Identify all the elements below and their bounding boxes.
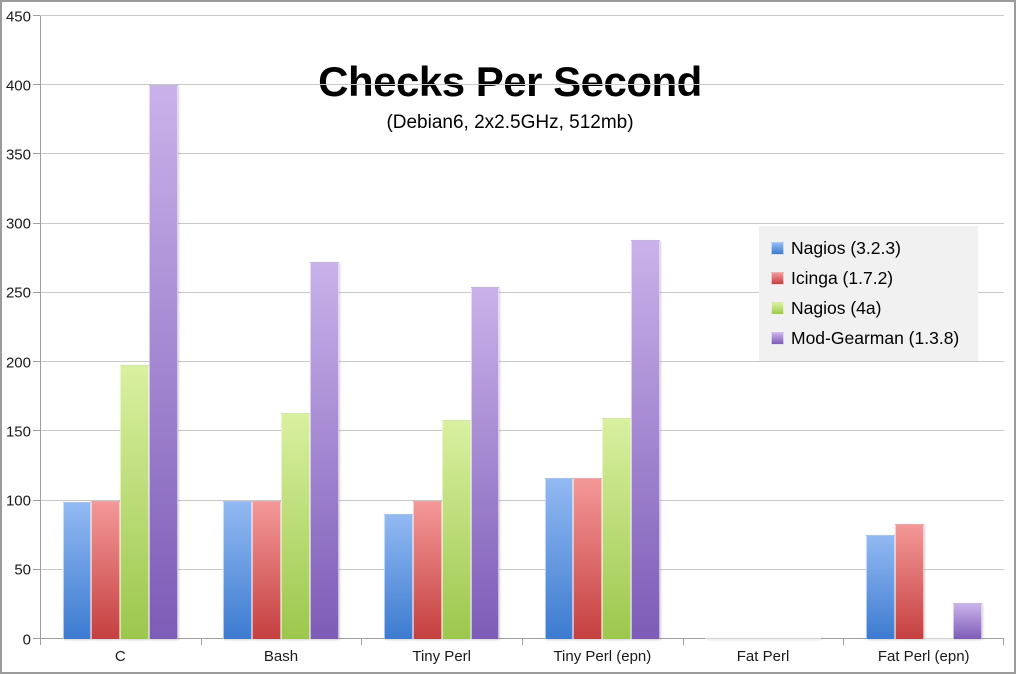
y-axis-line xyxy=(40,16,41,645)
gridline-150 xyxy=(40,430,1004,432)
gridline-50 xyxy=(40,568,1004,570)
y-axis-label-0: 0 xyxy=(22,631,31,648)
legend-label: Nagios (3.2.3) xyxy=(791,237,901,258)
y-tick-300 xyxy=(33,222,40,224)
bar-nagios-4a--tiny-perl xyxy=(441,420,471,639)
y-tick-450 xyxy=(33,15,40,16)
bar-mod-gearman-1-3-8--tiny-perl-epn- xyxy=(631,240,661,639)
x-tick-5 xyxy=(843,639,845,645)
legend-label: Mod-Gearman (1.3.8) xyxy=(791,327,960,348)
bar-group-tiny-perl xyxy=(361,16,522,639)
y-tick-200 xyxy=(33,361,40,363)
y-tick-50 xyxy=(33,568,40,570)
gridline-350 xyxy=(40,153,1004,155)
gridline-300 xyxy=(40,222,1004,224)
bar-group-tiny-perl-epn- xyxy=(522,16,683,639)
legend-swatch-icon xyxy=(771,301,784,315)
y-axis-label-450: 450 xyxy=(5,8,31,25)
bar-groups xyxy=(40,16,1004,639)
x-tick-0 xyxy=(40,639,41,645)
y-axis-label-100: 100 xyxy=(5,492,31,510)
bar-nagios-3-2-3--fat-perl xyxy=(705,637,735,639)
y-tick-400 xyxy=(33,84,40,86)
bar-group-fat-perl xyxy=(683,16,844,639)
gridline-100 xyxy=(40,499,1004,501)
bar-nagios-4a--tiny-perl-epn- xyxy=(602,417,632,639)
legend-item-mod-gearman-1-3-8-: Mod-Gearman (1.3.8) xyxy=(759,323,978,353)
y-axis-label-350: 350 xyxy=(5,146,31,164)
x-tick-6 xyxy=(1003,639,1004,645)
bar-nagios-3-2-3--fat-perl-epn- xyxy=(865,535,895,639)
bar-icinga-1-7-2--fat-perl-epn- xyxy=(894,524,924,639)
gridline-200 xyxy=(40,361,1004,363)
y-tick-150 xyxy=(33,430,40,432)
legend-label: Nagios (4a) xyxy=(791,297,882,318)
x-axis-label-fat-perl: Fat Perl xyxy=(736,648,790,665)
x-tick-4 xyxy=(682,639,684,645)
bar-nagios-3-2-3--tiny-perl-epn- xyxy=(544,478,574,639)
x-tick-2 xyxy=(361,639,363,645)
bar-group-fat-perl-epn- xyxy=(843,16,1004,639)
bar-nagios-4a--fat-perl-epn- xyxy=(923,637,953,639)
bar-nagios-3-2-3--bash xyxy=(223,500,253,639)
y-tick-100 xyxy=(33,499,40,501)
gridline-450 xyxy=(40,15,1004,16)
x-axis-label-fat-perl-epn-: Fat Perl (epn) xyxy=(877,648,970,665)
bar-icinga-1-7-2--bash xyxy=(252,500,281,639)
bar-mod-gearman-1-3-8--bash xyxy=(309,262,339,639)
x-axis-label-c: C xyxy=(114,648,126,665)
bar-mod-gearman-1-3-8--tiny-perl xyxy=(470,287,500,639)
bar-nagios-3-2-3--tiny-perl xyxy=(383,514,413,639)
legend-item-nagios-3-2-3-: Nagios (3.2.3) xyxy=(759,233,978,263)
bar-mod-gearman-1-3-8--fat-perl-epn- xyxy=(952,603,982,639)
legend-swatch-icon xyxy=(771,241,784,255)
bar-icinga-1-7-2--tiny-perl xyxy=(412,500,442,639)
y-tick-350 xyxy=(33,153,40,155)
x-axis-labels: C Bash Tiny Perl Tiny Perl (epn) Fat Perl Fat… xyxy=(40,648,1004,665)
bar-group-c xyxy=(40,16,201,639)
y-tick-0 xyxy=(33,638,40,639)
x-axis-label-tiny-perl: Tiny Perl xyxy=(412,648,471,665)
x-axis-label-bash: Bash xyxy=(263,648,299,665)
plot-area: 0 50 100 150 200 250 300 350 400 450 C Bash Tiny Pe… xyxy=(6,8,1004,665)
bar-icinga-1-7-2--fat-perl xyxy=(734,637,764,639)
x-tick-1 xyxy=(200,639,202,645)
bar-nagios-4a--fat-perl xyxy=(763,637,792,639)
legend-swatch-icon xyxy=(771,271,784,285)
y-axis-label-300: 300 xyxy=(5,215,31,233)
bar-icinga-1-7-2--c xyxy=(91,500,121,639)
bar-mod-gearman-1-3-8--fat-perl xyxy=(791,637,821,639)
gridline-400 xyxy=(40,84,1004,86)
bar-nagios-3-2-3--c xyxy=(62,501,92,639)
legend-item-nagios-4a-: Nagios (4a) xyxy=(759,293,978,323)
x-axis-label-tiny-perl-epn-: Tiny Perl (epn) xyxy=(553,648,652,665)
legend: Nagios (3.2.3) Icinga (1.7.2) Nagios (4a) M… xyxy=(759,226,978,361)
legend-swatch-icon xyxy=(771,331,784,345)
bar-group-bash xyxy=(201,16,362,639)
legend-item-icinga-1-7-2-: Icinga (1.7.2) xyxy=(759,263,978,293)
bar-mod-gearman-1-3-8--c xyxy=(149,85,179,639)
y-axis-label-250: 250 xyxy=(5,284,31,302)
legend-label: Icinga (1.7.2) xyxy=(791,267,894,288)
y-axis-label-400: 400 xyxy=(5,77,31,95)
y-axis-label-200: 200 xyxy=(5,354,31,372)
gridline-250 xyxy=(40,291,1004,293)
gridline-0 xyxy=(40,638,1004,639)
bar-nagios-4a--c xyxy=(120,364,150,639)
bar-icinga-1-7-2--tiny-perl-epn- xyxy=(573,478,603,639)
y-axis-label-50: 50 xyxy=(14,561,31,579)
chart-title: Checks Per Second xyxy=(318,58,702,105)
x-tick-3 xyxy=(522,639,523,645)
y-axis-label-150: 150 xyxy=(5,423,31,441)
y-tick-250 xyxy=(33,291,40,293)
chart-subtitle: (Debian6, 2x2.5GHz, 512mb) xyxy=(386,112,634,133)
bar-nagios-4a--bash xyxy=(281,413,310,639)
